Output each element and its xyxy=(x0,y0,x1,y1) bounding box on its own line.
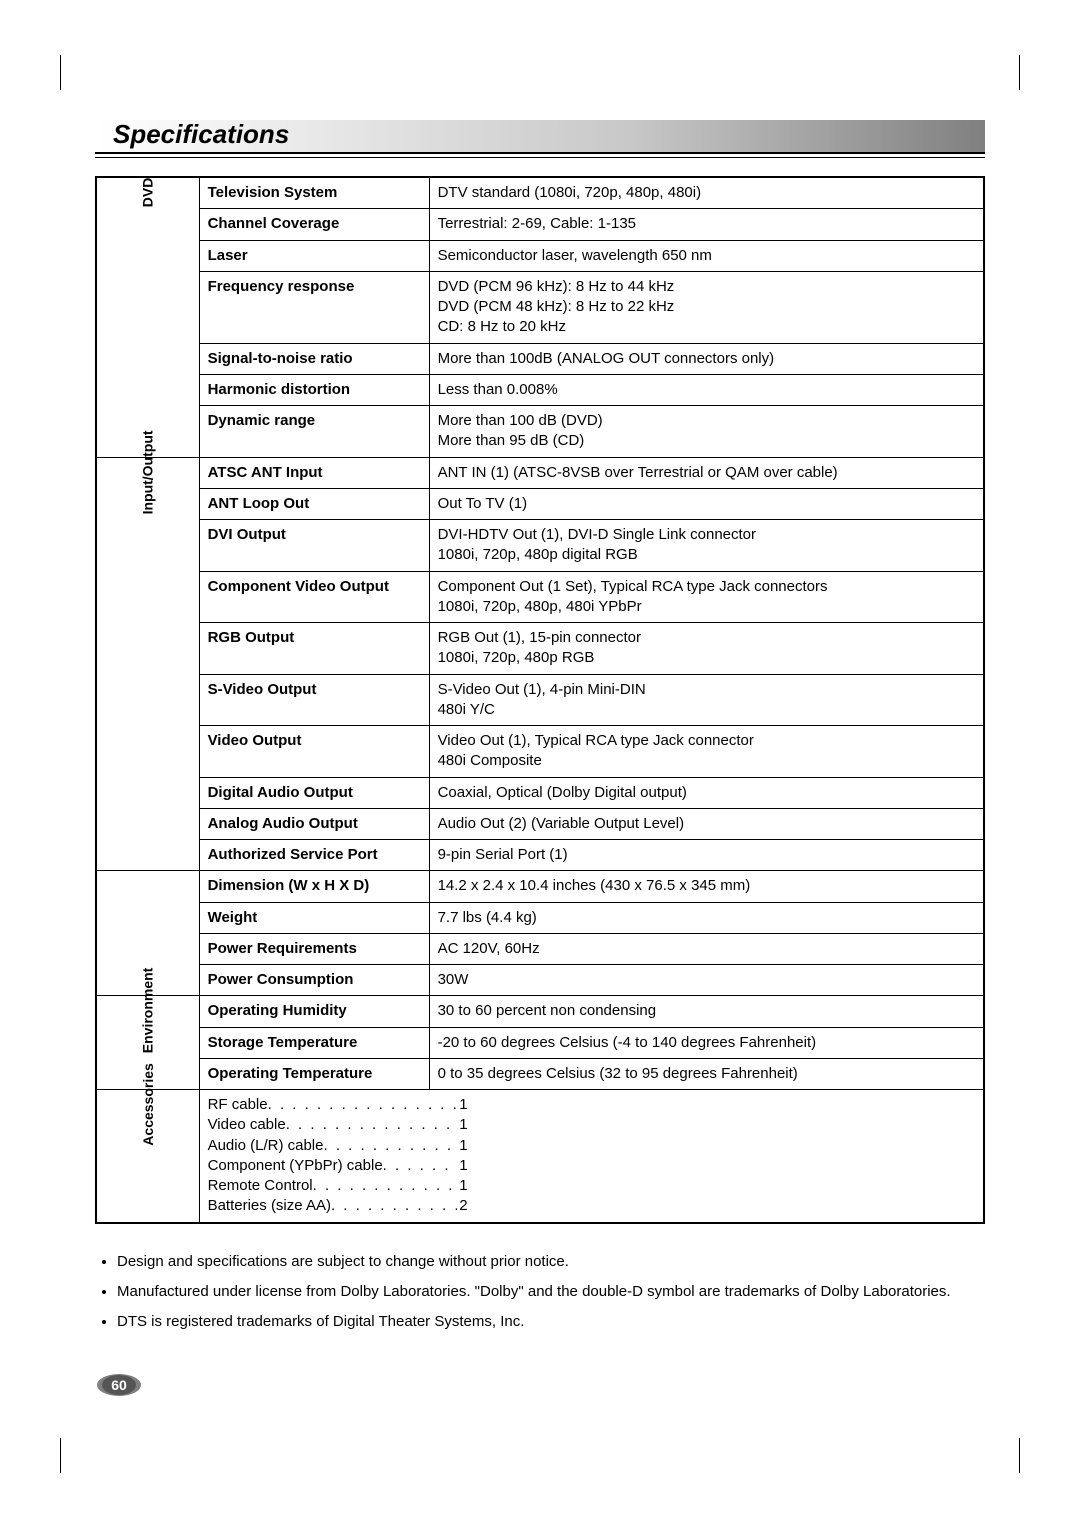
page-number: 60 xyxy=(95,1372,143,1398)
spec-value: DVI-HDTV Out (1), DVI-D Single Link conn… xyxy=(429,520,984,572)
table-row: Power Consumption30W xyxy=(96,965,984,996)
table-row: RGB OutputRGB Out (1), 15-pin connector … xyxy=(96,623,984,675)
spec-value: 0 to 35 degrees Celsius (32 to 95 degree… xyxy=(429,1058,984,1089)
spec-label: Component Video Output xyxy=(199,571,429,623)
spec-label: Operating Temperature xyxy=(199,1058,429,1089)
table-row: Dimension (W x H X D)14.2 x 2.4 x 10.4 i… xyxy=(96,871,984,902)
section-heading: Specifications xyxy=(113,119,289,150)
spec-value: 9-pin Serial Port (1) xyxy=(429,840,984,871)
crop-mark xyxy=(60,55,61,90)
spec-label: Signal-to-noise ratio xyxy=(199,343,429,374)
table-row: Power RequirementsAC 120V, 60Hz xyxy=(96,933,984,964)
accessory-item: Audio (L/R) cable 1 xyxy=(208,1136,468,1156)
group-io: Input/Output xyxy=(96,457,199,871)
spec-label: Television System xyxy=(199,177,429,209)
spec-value: S-Video Out (1), 4-pin Mini-DIN 480i Y/C xyxy=(429,674,984,726)
spec-value: Coaxial, Optical (Dolby Digital output) xyxy=(429,777,984,808)
spec-value: Terrestrial: 2-69, Cable: 1-135 xyxy=(429,209,984,240)
spec-label: Power Consumption xyxy=(199,965,429,996)
table-row: Digital Audio OutputCoaxial, Optical (Do… xyxy=(96,777,984,808)
spec-value: Semiconductor laser, wavelength 650 nm xyxy=(429,240,984,271)
spec-value: 7.7 lbs (4.4 kg) xyxy=(429,902,984,933)
footnote: Manufactured under license from Dolby La… xyxy=(117,1282,985,1302)
table-row: ANT Loop OutOut To TV (1) xyxy=(96,488,984,519)
spec-label: Weight xyxy=(199,902,429,933)
spec-value: Video Out (1), Typical RCA type Jack con… xyxy=(429,726,984,778)
table-row: Dynamic rangeMore than 100 dB (DVD) More… xyxy=(96,406,984,458)
spec-value: ANT IN (1) (ATSC-8VSB over Terrestrial o… xyxy=(429,457,984,488)
crop-mark xyxy=(60,1438,61,1473)
group-accessories: Accessories xyxy=(96,1090,199,1223)
crop-mark xyxy=(1019,55,1020,90)
table-row: Channel Coverage Terrestrial: 2-69, Cabl… xyxy=(96,209,984,240)
spec-label: S-Video Output xyxy=(199,674,429,726)
spec-value: 30W xyxy=(429,965,984,996)
table-row: DVD Television System DTV standard (1080… xyxy=(96,177,984,209)
spec-label: DVI Output xyxy=(199,520,429,572)
spec-value: -20 to 60 degrees Celsius (-4 to 140 deg… xyxy=(429,1027,984,1058)
spec-label: ATSC ANT Input xyxy=(199,457,429,488)
spec-label: Digital Audio Output xyxy=(199,777,429,808)
table-row: Weight7.7 lbs (4.4 kg) xyxy=(96,902,984,933)
table-row: Harmonic distortionLess than 0.008% xyxy=(96,374,984,405)
spec-value: RGB Out (1), 15-pin connector 1080i, 720… xyxy=(429,623,984,675)
table-row: Accessories RF cable 1Video cable 1Audio… xyxy=(96,1090,984,1223)
spec-label: Storage Temperature xyxy=(199,1027,429,1058)
table-row: Environment Operating Humidity30 to 60 p… xyxy=(96,996,984,1027)
table-row: Input/Output ATSC ANT InputANT IN (1) (A… xyxy=(96,457,984,488)
accessory-item: RF cable 1 xyxy=(208,1095,468,1115)
spec-label: Analog Audio Output xyxy=(199,808,429,839)
spec-value: Less than 0.008% xyxy=(429,374,984,405)
table-row: Authorized Service Port9-pin Serial Port… xyxy=(96,840,984,871)
page-content: Specifications DVD Television System DTV… xyxy=(95,120,985,1332)
accessory-item: Remote Control 1 xyxy=(208,1176,468,1196)
crop-mark xyxy=(1019,1438,1020,1473)
spec-label: Operating Humidity xyxy=(199,996,429,1027)
spec-label: Power Requirements xyxy=(199,933,429,964)
accessories-cell: RF cable 1Video cable 1Audio (L/R) cable… xyxy=(199,1090,984,1223)
specifications-table: DVD Television System DTV standard (1080… xyxy=(95,176,985,1224)
table-row: S-Video OutputS-Video Out (1), 4-pin Min… xyxy=(96,674,984,726)
table-row: LaserSemiconductor laser, wavelength 650… xyxy=(96,240,984,271)
accessory-item: Video cable 1 xyxy=(208,1115,468,1135)
table-row: Signal-to-noise ratioMore than 100dB (AN… xyxy=(96,343,984,374)
table-row: DVI OutputDVI-HDTV Out (1), DVI-D Single… xyxy=(96,520,984,572)
footnote: DTS is registered trademarks of Digital … xyxy=(117,1312,985,1332)
spec-label: ANT Loop Out xyxy=(199,488,429,519)
spec-value: Component Out (1 Set), Typical RCA type … xyxy=(429,571,984,623)
horizontal-rule xyxy=(95,157,985,158)
table-row: Storage Temperature-20 to 60 degrees Cel… xyxy=(96,1027,984,1058)
table-row: Component Video OutputComponent Out (1 S… xyxy=(96,571,984,623)
table-row: Frequency responseDVD (PCM 96 kHz): 8 Hz… xyxy=(96,271,984,343)
table-row: Video OutputVideo Out (1), Typical RCA t… xyxy=(96,726,984,778)
spec-label: Laser xyxy=(199,240,429,271)
spec-label: Video Output xyxy=(199,726,429,778)
page-number-badge: 60 xyxy=(95,1372,143,1398)
spec-label: RGB Output xyxy=(199,623,429,675)
spec-label: Channel Coverage xyxy=(199,209,429,240)
spec-value: DTV standard (1080i, 720p, 480p, 480i) xyxy=(429,177,984,209)
accessory-item: Batteries (size AA) 2 xyxy=(208,1196,468,1216)
spec-label: Dimension (W x H X D) xyxy=(199,871,429,902)
group-dvd: DVD xyxy=(96,177,199,457)
spec-value: Out To TV (1) xyxy=(429,488,984,519)
spec-label: Harmonic distortion xyxy=(199,374,429,405)
spec-value: Audio Out (2) (Variable Output Level) xyxy=(429,808,984,839)
spec-value: DVD (PCM 96 kHz): 8 Hz to 44 kHz DVD (PC… xyxy=(429,271,984,343)
table-row: Operating Temperature0 to 35 degrees Cel… xyxy=(96,1058,984,1089)
spec-value: AC 120V, 60Hz xyxy=(429,933,984,964)
spec-value: More than 100 dB (DVD) More than 95 dB (… xyxy=(429,406,984,458)
spec-value: More than 100dB (ANALOG OUT connectors o… xyxy=(429,343,984,374)
spec-label: Authorized Service Port xyxy=(199,840,429,871)
footnote: Design and specifications are subject to… xyxy=(117,1252,985,1272)
spec-value: 30 to 60 percent non condensing xyxy=(429,996,984,1027)
spec-value: 14.2 x 2.4 x 10.4 inches (430 x 76.5 x 3… xyxy=(429,871,984,902)
accessory-item: Component (YPbPr) cable 1 xyxy=(208,1156,468,1176)
footnotes: Design and specifications are subject to… xyxy=(95,1252,985,1333)
spec-label: Dynamic range xyxy=(199,406,429,458)
table-row: Analog Audio OutputAudio Out (2) (Variab… xyxy=(96,808,984,839)
section-heading-bar: Specifications xyxy=(95,120,985,154)
spec-label: Frequency response xyxy=(199,271,429,343)
